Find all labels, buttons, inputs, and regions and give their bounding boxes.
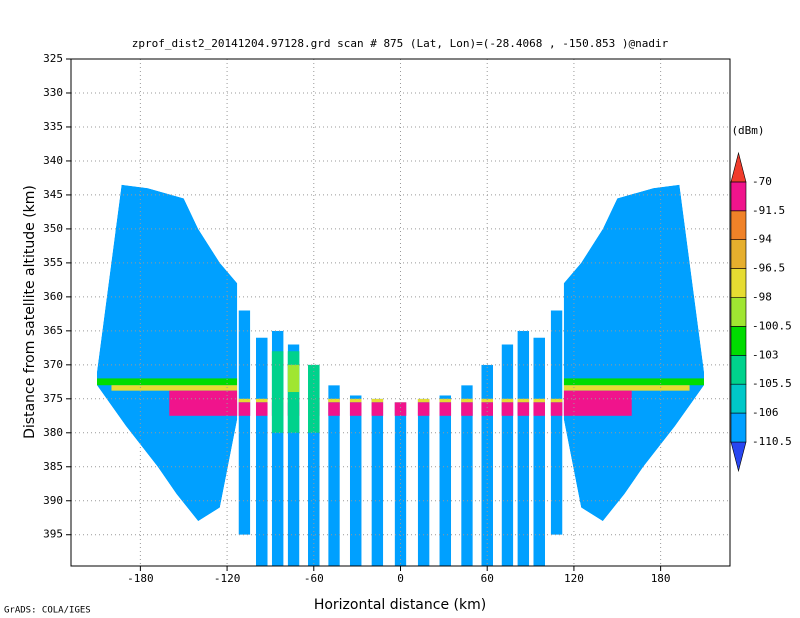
colorbar-swatch xyxy=(730,355,747,385)
scan-stripe xyxy=(271,330,284,566)
colorbar-swatch xyxy=(730,151,747,183)
x-tick-label: 120 xyxy=(564,572,584,585)
x-tick-label: -180 xyxy=(127,572,154,585)
scan-stripe xyxy=(461,385,473,566)
scan-stripe xyxy=(481,364,493,566)
colorbar-swatch xyxy=(730,441,747,473)
colorbar-swatch xyxy=(730,383,747,414)
echo-band xyxy=(111,385,238,391)
scan-stripe xyxy=(501,344,514,566)
y-tick-label: 350 xyxy=(43,222,63,235)
y-tick-label: 340 xyxy=(43,154,63,167)
colorbar-label: -105.5 xyxy=(752,377,792,390)
y-tick-label: 375 xyxy=(43,392,63,405)
plot-frame xyxy=(70,58,731,567)
colorbar-swatch xyxy=(730,412,747,443)
echo-band xyxy=(563,385,690,391)
scan-stripe xyxy=(533,337,546,566)
colorbar-label: -106 xyxy=(752,406,779,419)
y-tick-label: 330 xyxy=(43,86,63,99)
scan-stripe xyxy=(308,364,320,566)
y-tick-label: 355 xyxy=(43,256,63,269)
x-axis-label: Horizontal distance (km) xyxy=(314,597,486,613)
colorbar-unit: (dBm) xyxy=(731,124,764,137)
scan-stripe xyxy=(417,398,430,566)
colorbar-swatch xyxy=(730,268,747,298)
scan-stripe xyxy=(371,398,384,566)
colorbar-label: -94 xyxy=(752,233,772,246)
colorbar-label: -70 xyxy=(752,175,772,188)
echo-band xyxy=(563,378,704,386)
colorbar-label: -96.5 xyxy=(752,262,785,275)
echo-band xyxy=(237,402,564,416)
y-tick-label: 365 xyxy=(43,324,63,337)
colorbar-swatch xyxy=(730,239,747,269)
wing-swath xyxy=(97,184,238,522)
y-tick-label: 345 xyxy=(43,188,63,201)
y-tick-label: 395 xyxy=(43,528,63,541)
scan-stripe xyxy=(287,344,300,566)
y-axis-label: Distance from satellite altitude (km) xyxy=(22,185,38,439)
x-tick-label: -60 xyxy=(304,572,324,585)
x-tick-label: 180 xyxy=(651,572,671,585)
y-tick-label: 370 xyxy=(43,358,63,371)
x-tick-label: 60 xyxy=(481,572,494,585)
echo-band xyxy=(563,390,632,416)
y-tick-label: 380 xyxy=(43,426,63,439)
y-tick-label: 325 xyxy=(43,52,63,65)
echo-band xyxy=(284,364,300,393)
x-tick-label: 0 xyxy=(397,572,404,585)
colorbar-swatch xyxy=(730,326,747,356)
scan-stripe xyxy=(255,337,268,566)
echo-band xyxy=(97,378,238,386)
echo-band xyxy=(169,390,238,416)
colorbar-label: -98 xyxy=(752,291,772,304)
colorbar-label: -91.5 xyxy=(752,204,785,217)
colorbar-swatch xyxy=(730,297,747,327)
scan-stripe xyxy=(517,330,530,566)
chart-title: zprof_dist2_20141204.97128.grd scan # 87… xyxy=(132,37,669,50)
y-tick-label: 390 xyxy=(43,494,63,507)
scan-stripe xyxy=(439,395,452,566)
wing-swath xyxy=(563,184,704,522)
colorbar-label: -103 xyxy=(752,348,779,361)
scan-stripe xyxy=(349,395,362,566)
colorbar-swatch xyxy=(730,210,747,240)
scan-stripe xyxy=(394,402,407,566)
colorbar-label: -110.5 xyxy=(752,435,792,448)
colorbar-swatch xyxy=(730,181,747,212)
footer: GrADS: COLA/IGES xyxy=(4,606,91,616)
colorbar-label: -100.5 xyxy=(752,319,792,332)
scan-stripe xyxy=(550,310,563,535)
scan-stripe xyxy=(238,310,251,535)
y-tick-label: 385 xyxy=(43,460,63,473)
x-tick-label: -120 xyxy=(214,572,241,585)
y-tick-label: 335 xyxy=(43,120,63,133)
scan-stripe xyxy=(328,385,340,566)
y-tick-label: 360 xyxy=(43,290,63,303)
